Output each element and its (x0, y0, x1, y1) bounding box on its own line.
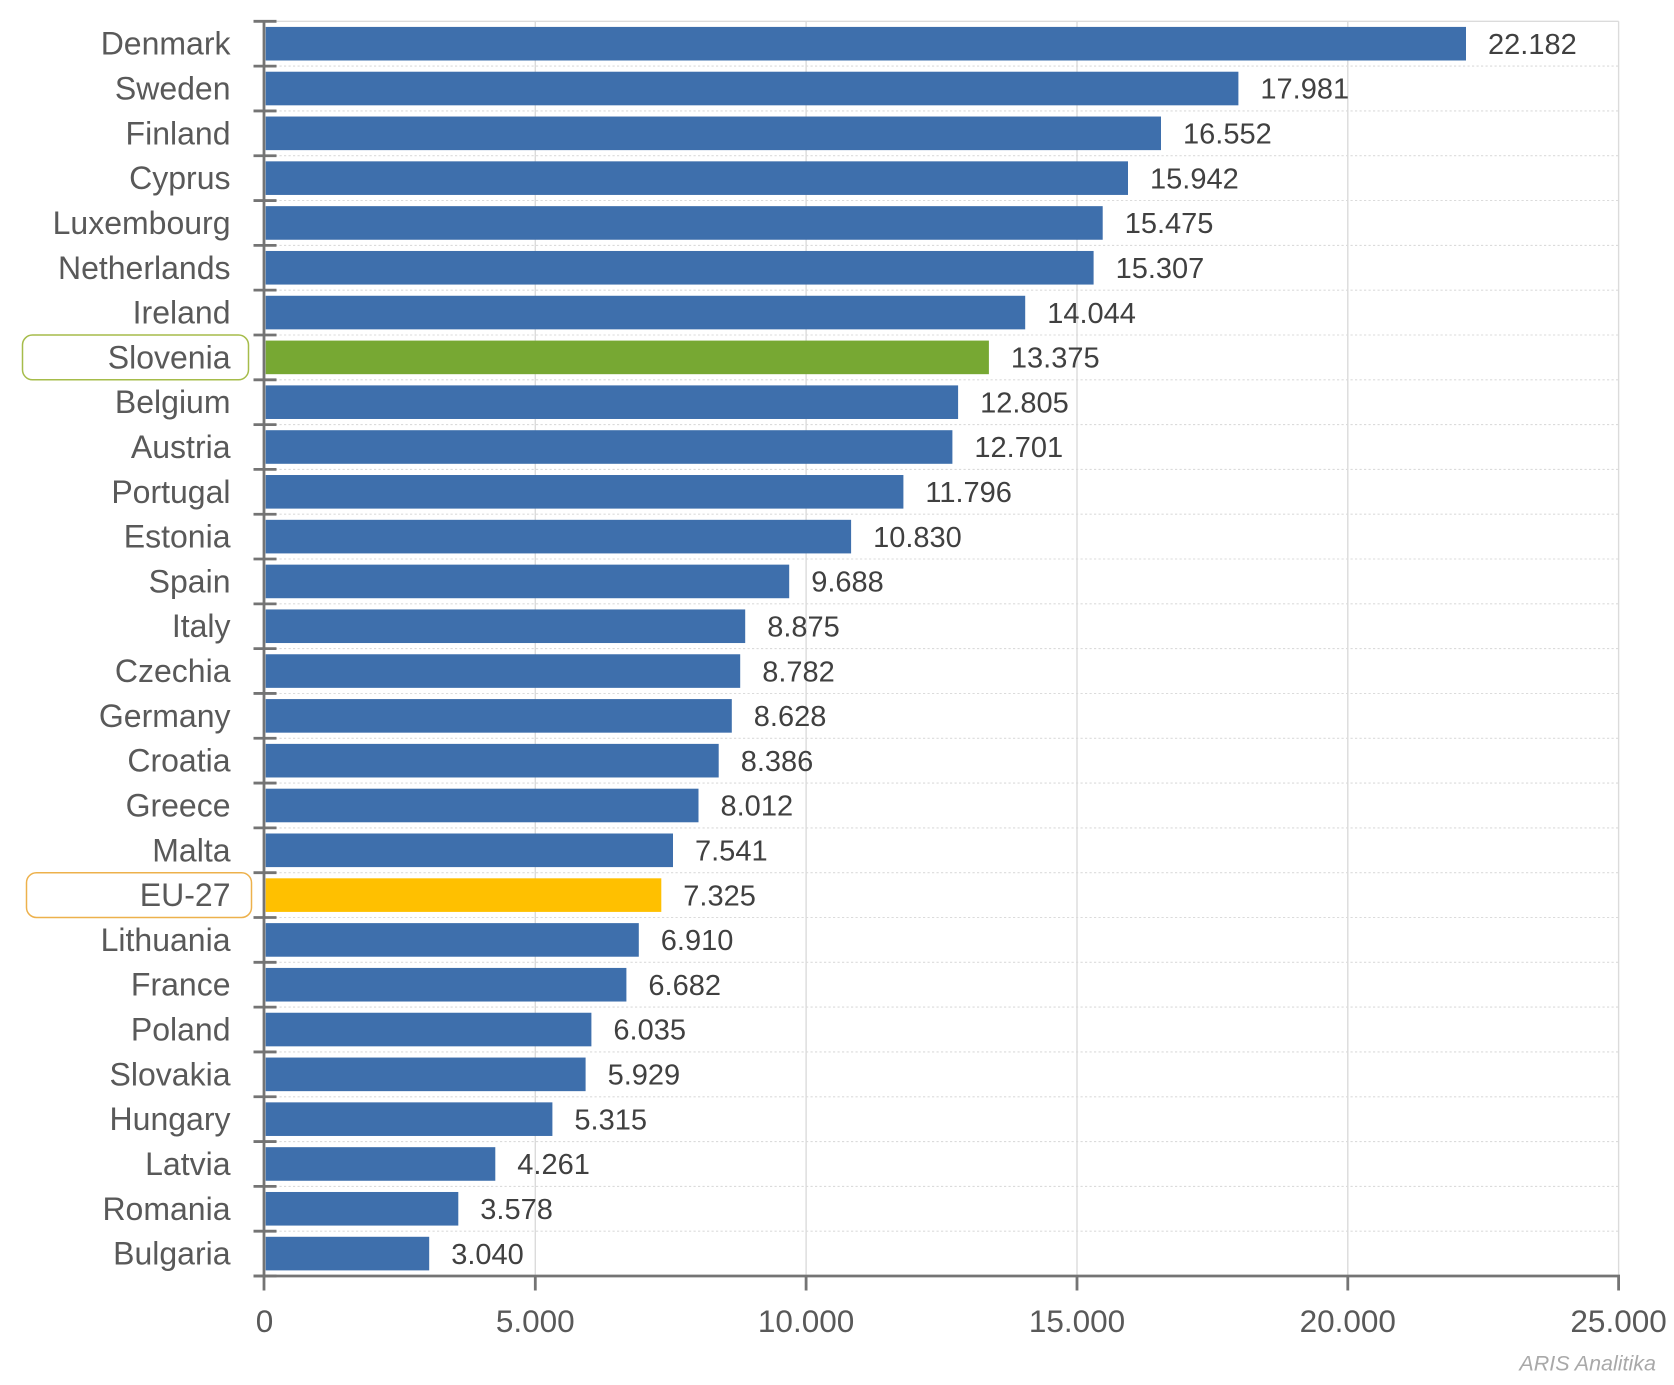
svg-text:Malta: Malta (152, 832, 230, 868)
svg-text:15.475: 15.475 (1125, 208, 1214, 240)
svg-text:5.000: 5.000 (496, 1303, 575, 1339)
svg-text:Lithuania: Lithuania (101, 922, 231, 958)
svg-text:10.830: 10.830 (873, 522, 962, 554)
svg-text:0: 0 (256, 1303, 274, 1339)
svg-text:3.578: 3.578 (480, 1194, 553, 1226)
svg-text:Hungary: Hungary (110, 1101, 231, 1137)
svg-text:Slovenia: Slovenia (108, 339, 231, 375)
svg-text:15.307: 15.307 (1116, 253, 1205, 285)
svg-text:6.035: 6.035 (613, 1015, 686, 1047)
svg-text:Italy: Italy (172, 608, 231, 644)
svg-text:Germany: Germany (99, 698, 231, 734)
svg-text:13.375: 13.375 (1011, 343, 1100, 375)
svg-text:Portugal: Portugal (111, 474, 230, 510)
svg-text:Latvia: Latvia (145, 1146, 231, 1182)
svg-text:22.182: 22.182 (1488, 29, 1577, 61)
svg-text:8.782: 8.782 (762, 656, 835, 688)
svg-text:Austria: Austria (131, 429, 231, 465)
svg-text:Czechia: Czechia (115, 653, 231, 689)
svg-text:Romania: Romania (102, 1191, 230, 1227)
svg-text:9.688: 9.688 (811, 567, 884, 599)
svg-text:6.682: 6.682 (648, 970, 721, 1002)
svg-text:15.942: 15.942 (1150, 163, 1239, 195)
svg-text:8.012: 8.012 (721, 791, 794, 823)
svg-text:Croatia: Croatia (127, 743, 230, 779)
svg-text:Estonia: Estonia (124, 519, 231, 555)
svg-text:Denmark: Denmark (101, 26, 232, 62)
svg-text:10.000: 10.000 (758, 1303, 854, 1339)
svg-text:Sweden: Sweden (115, 71, 231, 107)
svg-text:7.541: 7.541 (695, 836, 768, 868)
svg-text:Finland: Finland (126, 115, 231, 151)
svg-text:Greece: Greece (126, 787, 231, 823)
svg-text:8.628: 8.628 (754, 701, 827, 733)
svg-text:25.000: 25.000 (1570, 1303, 1666, 1339)
svg-text:Poland: Poland (131, 1012, 231, 1048)
svg-text:7.325: 7.325 (683, 880, 756, 912)
svg-text:12.701: 12.701 (974, 432, 1063, 464)
svg-text:15.000: 15.000 (1029, 1303, 1125, 1339)
svg-text:France: France (131, 967, 231, 1003)
svg-text:20.000: 20.000 (1300, 1303, 1396, 1339)
svg-text:3.040: 3.040 (451, 1239, 524, 1271)
svg-text:Netherlands: Netherlands (58, 250, 231, 286)
svg-text:11.796: 11.796 (925, 477, 1012, 509)
svg-text:Slovakia: Slovakia (110, 1056, 231, 1092)
svg-text:14.044: 14.044 (1047, 298, 1136, 330)
svg-text:Ireland: Ireland (133, 295, 231, 331)
svg-text:5.315: 5.315 (574, 1104, 647, 1136)
svg-text:Spain: Spain (149, 563, 231, 599)
svg-text:Cyprus: Cyprus (129, 160, 230, 196)
svg-text:6.910: 6.910 (661, 925, 734, 957)
svg-text:8.386: 8.386 (741, 746, 814, 778)
svg-text:8.875: 8.875 (767, 611, 840, 643)
svg-text:17.981: 17.981 (1260, 74, 1349, 106)
svg-text:Belgium: Belgium (115, 384, 231, 420)
svg-text:5.929: 5.929 (608, 1060, 681, 1092)
svg-text:4.261: 4.261 (517, 1149, 590, 1181)
svg-text:12.805: 12.805 (980, 387, 1069, 419)
svg-text:EU-27: EU-27 (140, 877, 231, 913)
svg-text:Luxembourg: Luxembourg (53, 205, 231, 241)
svg-text:16.552: 16.552 (1183, 119, 1272, 151)
svg-text:ARIS Analitika: ARIS Analitika (1517, 1352, 1656, 1376)
svg-text:Bulgaria: Bulgaria (113, 1236, 231, 1272)
